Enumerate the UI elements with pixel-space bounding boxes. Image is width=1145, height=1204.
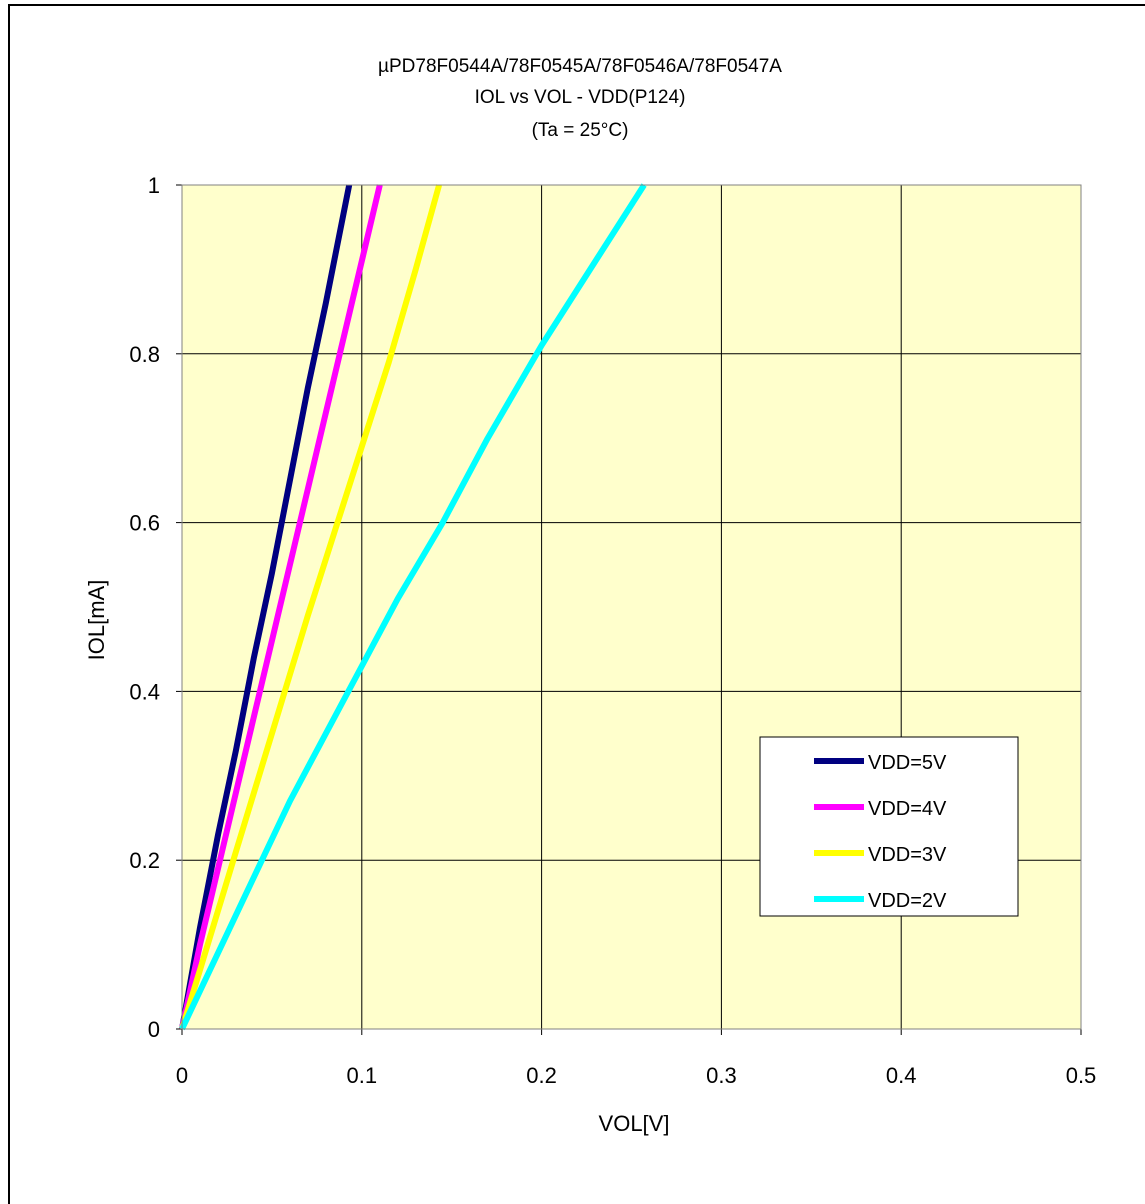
chart-title: µPD78F0544A/78F0545A/78F0546A/78F0547A I…: [378, 56, 782, 141]
y-tick-label: 1: [148, 173, 160, 198]
chart-title-line-3: (Ta = 25°C): [532, 120, 629, 141]
legend-label: VDD=2V: [868, 890, 947, 912]
chart-frame: [8, 4, 1145, 1204]
legend-label: VDD=5V: [868, 752, 947, 774]
x-tick-label: 0.1: [347, 1063, 378, 1088]
y-tick-label: 0.4: [129, 679, 160, 704]
series-line-3: [179, 184, 442, 1030]
x-axis-ticks: 0 0.1 0.2 0.3 0.4 0.5: [176, 1029, 1096, 1088]
series-line-4: [179, 183, 647, 1031]
x-tick-label: 0: [176, 1063, 188, 1088]
series-line-2: [179, 184, 383, 1030]
y-axis-ticks: 0 0.2 0.4 0.6 0.8 1: [129, 173, 182, 1042]
y-axis-label: IOL[mA]: [84, 580, 109, 661]
x-tick-label: 0.2: [526, 1063, 557, 1088]
legend: VDD=5V VDD=4V VDD=3V VDD=2V: [759, 736, 1019, 917]
legend-label: VDD=4V: [868, 798, 947, 820]
chart-title-line-1: µPD78F0544A/78F0545A/78F0546A/78F0547A: [378, 56, 782, 77]
legend-label: VDD=3V: [868, 844, 947, 866]
series-lines: [179, 183, 647, 1031]
y-tick-label: 0.2: [129, 848, 160, 873]
plot-border: [181, 184, 1082, 1030]
y-tick-label: 0.8: [129, 342, 160, 367]
y-tick-label: 0: [148, 1017, 160, 1042]
legend-box: [759, 736, 1019, 917]
x-axis-label: VOL[V]: [599, 1111, 670, 1136]
y-tick-label: 0.6: [129, 511, 160, 536]
chart-title-line-2: IOL vs VOL - VDD(P124): [475, 87, 686, 108]
x-tick-label: 0.5: [1066, 1063, 1097, 1088]
x-tick-label: 0.3: [706, 1063, 737, 1088]
x-tick-label: 0.4: [886, 1063, 917, 1088]
